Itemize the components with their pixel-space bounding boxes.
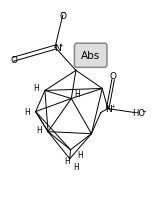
Text: H: H <box>64 157 70 165</box>
Text: H: H <box>75 90 80 98</box>
Text: H: H <box>73 163 79 171</box>
Text: O: O <box>110 72 117 80</box>
Text: N: N <box>106 105 112 113</box>
Text: H: H <box>77 151 83 159</box>
Text: O: O <box>59 12 66 20</box>
Text: H: H <box>24 108 30 116</box>
FancyBboxPatch shape <box>74 44 107 68</box>
Text: HO: HO <box>132 109 145 117</box>
Text: H: H <box>37 126 42 134</box>
Text: Abs: Abs <box>81 51 100 61</box>
Text: H: H <box>33 84 39 92</box>
Text: +: + <box>59 43 64 47</box>
Text: O: O <box>10 56 18 64</box>
Text: +: + <box>111 104 115 108</box>
Text: −: − <box>142 108 146 112</box>
Text: −: − <box>60 10 65 14</box>
Text: N: N <box>54 44 61 52</box>
